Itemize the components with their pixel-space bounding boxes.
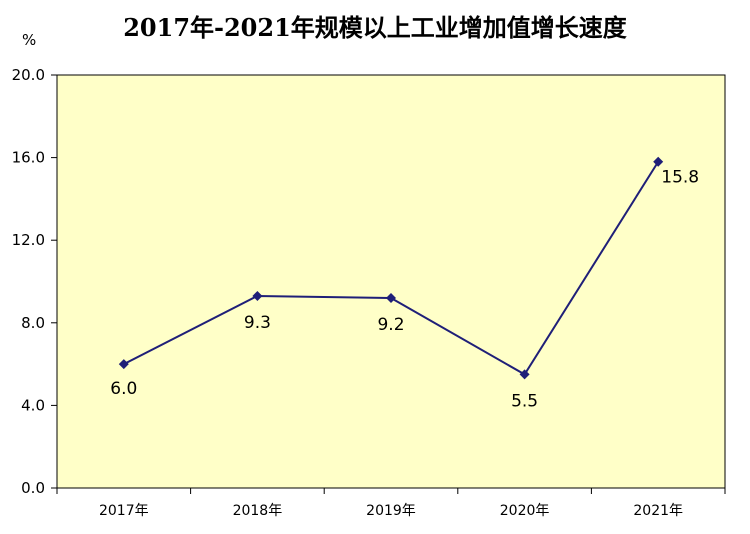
data-label: 9.2 <box>377 315 404 335</box>
y-tick-label: 4.0 <box>21 396 45 414</box>
data-label: 9.3 <box>244 313 271 333</box>
data-point-marker <box>386 293 396 304</box>
x-tick-label: 2019年 <box>366 503 416 519</box>
data-label: 5.5 <box>511 391 538 411</box>
y-tick-label: 12.0 <box>12 231 45 249</box>
x-tick-label: 2017年 <box>99 503 149 519</box>
y-tick-label: 0.0 <box>21 479 45 497</box>
x-tick-label: 2021年 <box>633 503 683 519</box>
plot-area <box>56 74 726 489</box>
y-tick-label: 20.0 <box>12 66 45 84</box>
x-tick-label: 2018年 <box>233 503 283 519</box>
y-axis: 0.0 4.0 8.0 12.0 16.0 20.0 <box>12 66 57 497</box>
chart-title: 2017年-2021年规模以上工业增加值增长速度 <box>123 13 627 42</box>
y-tick-label: 16.0 <box>12 149 45 167</box>
y-tick-label: 8.0 <box>21 314 45 332</box>
data-label: 6.0 <box>110 379 137 399</box>
data-point-marker <box>653 156 664 167</box>
x-axis: 2017年 2018年 2019年 2020年 2021年 <box>56 488 726 519</box>
y-axis-unit-label: % <box>22 31 36 49</box>
data-label: 15.8 <box>661 168 699 188</box>
x-tick-label: 2020年 <box>500 503 550 519</box>
data-labels: 6.0 9.3 9.2 5.5 15.8 <box>110 168 699 412</box>
data-point-marker <box>519 369 530 380</box>
data-point-marker <box>118 359 129 370</box>
data-point-marker <box>252 290 263 301</box>
series-markers <box>118 156 664 380</box>
